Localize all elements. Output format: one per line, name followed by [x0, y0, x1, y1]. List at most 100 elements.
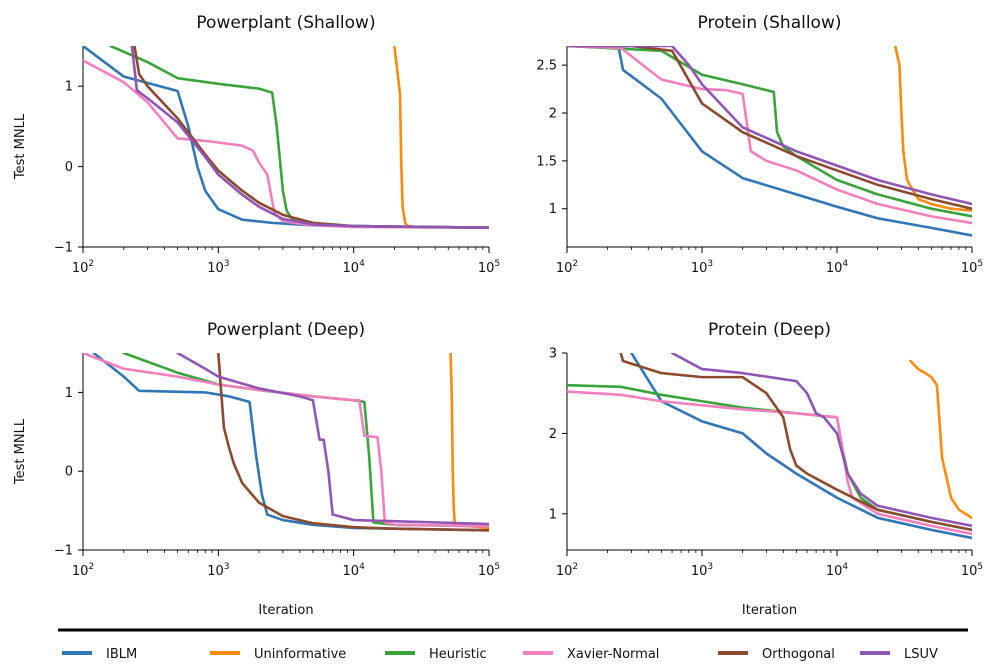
y-tick-label: 2.5 — [536, 59, 557, 74]
panel-title: Powerplant (Deep) — [207, 320, 365, 340]
x-axis-title: Iteration — [258, 603, 313, 618]
x-tick-exponent: 2 — [88, 562, 94, 572]
x-tick-label: 103 — [691, 259, 713, 276]
x-tick-label: 105 — [961, 562, 983, 579]
series-line-uninformative — [909, 359, 972, 520]
y-tick-label: −1 — [54, 544, 73, 559]
x-tick-label: 102 — [72, 259, 94, 276]
series-line-lsuv — [176, 353, 489, 526]
y-tick-label: 2 — [549, 427, 557, 442]
series-group — [567, 46, 972, 237]
x-tick-label: 105 — [478, 562, 500, 579]
legend-label: Uninformative — [254, 647, 346, 662]
x-tick-label: 102 — [556, 562, 578, 579]
series-line-uninformative — [393, 46, 489, 229]
y-tick-label: 1.5 — [536, 154, 557, 169]
x-tick-exponent: 2 — [572, 259, 578, 269]
x-tick-exponent: 4 — [359, 562, 365, 572]
y-tick-label: 3 — [549, 347, 557, 362]
x-tick-base: 10 — [961, 261, 978, 276]
series-line-heuristic — [567, 383, 972, 532]
x-tick-label: 105 — [478, 259, 500, 276]
x-tick-base: 10 — [826, 261, 843, 276]
x-tick-base: 10 — [478, 564, 495, 579]
y-tick-label: 1 — [549, 507, 557, 522]
x-tick-base: 10 — [556, 564, 573, 579]
x-tick-label: 104 — [826, 562, 849, 579]
series-line-heuristic — [567, 46, 972, 218]
series-line-lsuv — [130, 46, 489, 229]
legend-label: Orthogonal — [762, 647, 835, 662]
x-tick-base: 10 — [556, 261, 573, 276]
series-group — [567, 353, 972, 540]
series-line-xavier-normal — [83, 59, 489, 229]
x-tick-label: 103 — [691, 562, 713, 579]
series-line-xavier-normal — [567, 46, 972, 225]
x-tick-exponent: 4 — [359, 259, 365, 269]
legend-item-lsuv: LSUV — [860, 647, 938, 662]
x-tick-exponent: 3 — [224, 259, 230, 269]
x-tick-base: 10 — [72, 564, 89, 579]
x-tick-label: 104 — [826, 259, 849, 276]
series-line-heuristic — [122, 353, 489, 528]
y-tick-label: −1 — [54, 241, 73, 256]
series-line-heuristic — [109, 46, 489, 229]
series-line-orthogonal — [217, 353, 489, 532]
x-tick-base: 10 — [478, 261, 495, 276]
y-tick-label: 1 — [65, 386, 73, 401]
x-tick-label: 102 — [72, 562, 94, 579]
series-line-lsuv — [567, 46, 972, 206]
x-tick-exponent: 3 — [707, 259, 713, 269]
x-tick-exponent: 3 — [707, 562, 713, 572]
x-tick-exponent: 3 — [224, 562, 230, 572]
legend-label: Xavier-Normal — [567, 647, 659, 662]
x-tick-base: 10 — [961, 564, 978, 579]
legend-item-iblm: IBLM — [62, 647, 137, 662]
series-line-xavier-normal — [567, 390, 972, 536]
y-tick-label: 0 — [65, 465, 73, 480]
x-tick-exponent: 4 — [842, 562, 848, 572]
x-tick-base: 10 — [343, 564, 360, 579]
x-tick-base: 10 — [343, 261, 360, 276]
legend-label: Heuristic — [429, 647, 487, 662]
legend: IBLM Uninformative Heuristic Xavier-Normal O… — [58, 628, 968, 662]
series-group — [83, 46, 489, 229]
y-tick-label: 1 — [65, 80, 73, 95]
series-line-iblm — [567, 46, 972, 237]
x-tick-exponent: 4 — [842, 259, 848, 269]
x-tick-exponent: 2 — [572, 562, 578, 572]
y-tick-label: 1 — [549, 202, 557, 217]
x-tick-base: 10 — [691, 261, 708, 276]
panel-title: Protein (Shallow) — [698, 13, 842, 33]
x-tick-exponent: 5 — [977, 259, 983, 269]
x-tick-label: 104 — [343, 562, 366, 579]
panel-title: Powerplant (Shallow) — [196, 13, 375, 33]
series-line-lsuv — [670, 353, 972, 528]
y-tick-label: 0 — [65, 160, 73, 175]
x-tick-exponent: 5 — [977, 562, 983, 572]
x-tick-label: 105 — [961, 259, 983, 276]
legend-item-orthogonal: Orthogonal — [718, 647, 835, 662]
x-tick-exponent: 2 — [88, 259, 94, 269]
series-group — [83, 353, 489, 532]
x-tick-exponent: 5 — [494, 562, 500, 572]
x-tick-base: 10 — [207, 261, 224, 276]
series-line-iblm — [630, 353, 972, 540]
series-line-iblm — [92, 353, 489, 532]
series-line-uninformative — [449, 353, 489, 530]
x-tick-label: 104 — [343, 259, 366, 276]
x-tick-base: 10 — [72, 261, 89, 276]
legend-item-xavier-normal: Xavier-Normal — [523, 647, 659, 662]
panel-title: Protein (Deep) — [708, 320, 831, 340]
legend-label: LSUV — [904, 647, 938, 662]
y-axis-title: Test MNLL — [13, 418, 28, 485]
legend-item-heuristic: Heuristic — [385, 647, 487, 662]
series-line-xavier-normal — [83, 353, 489, 528]
legend-label: IBLM — [106, 647, 137, 662]
